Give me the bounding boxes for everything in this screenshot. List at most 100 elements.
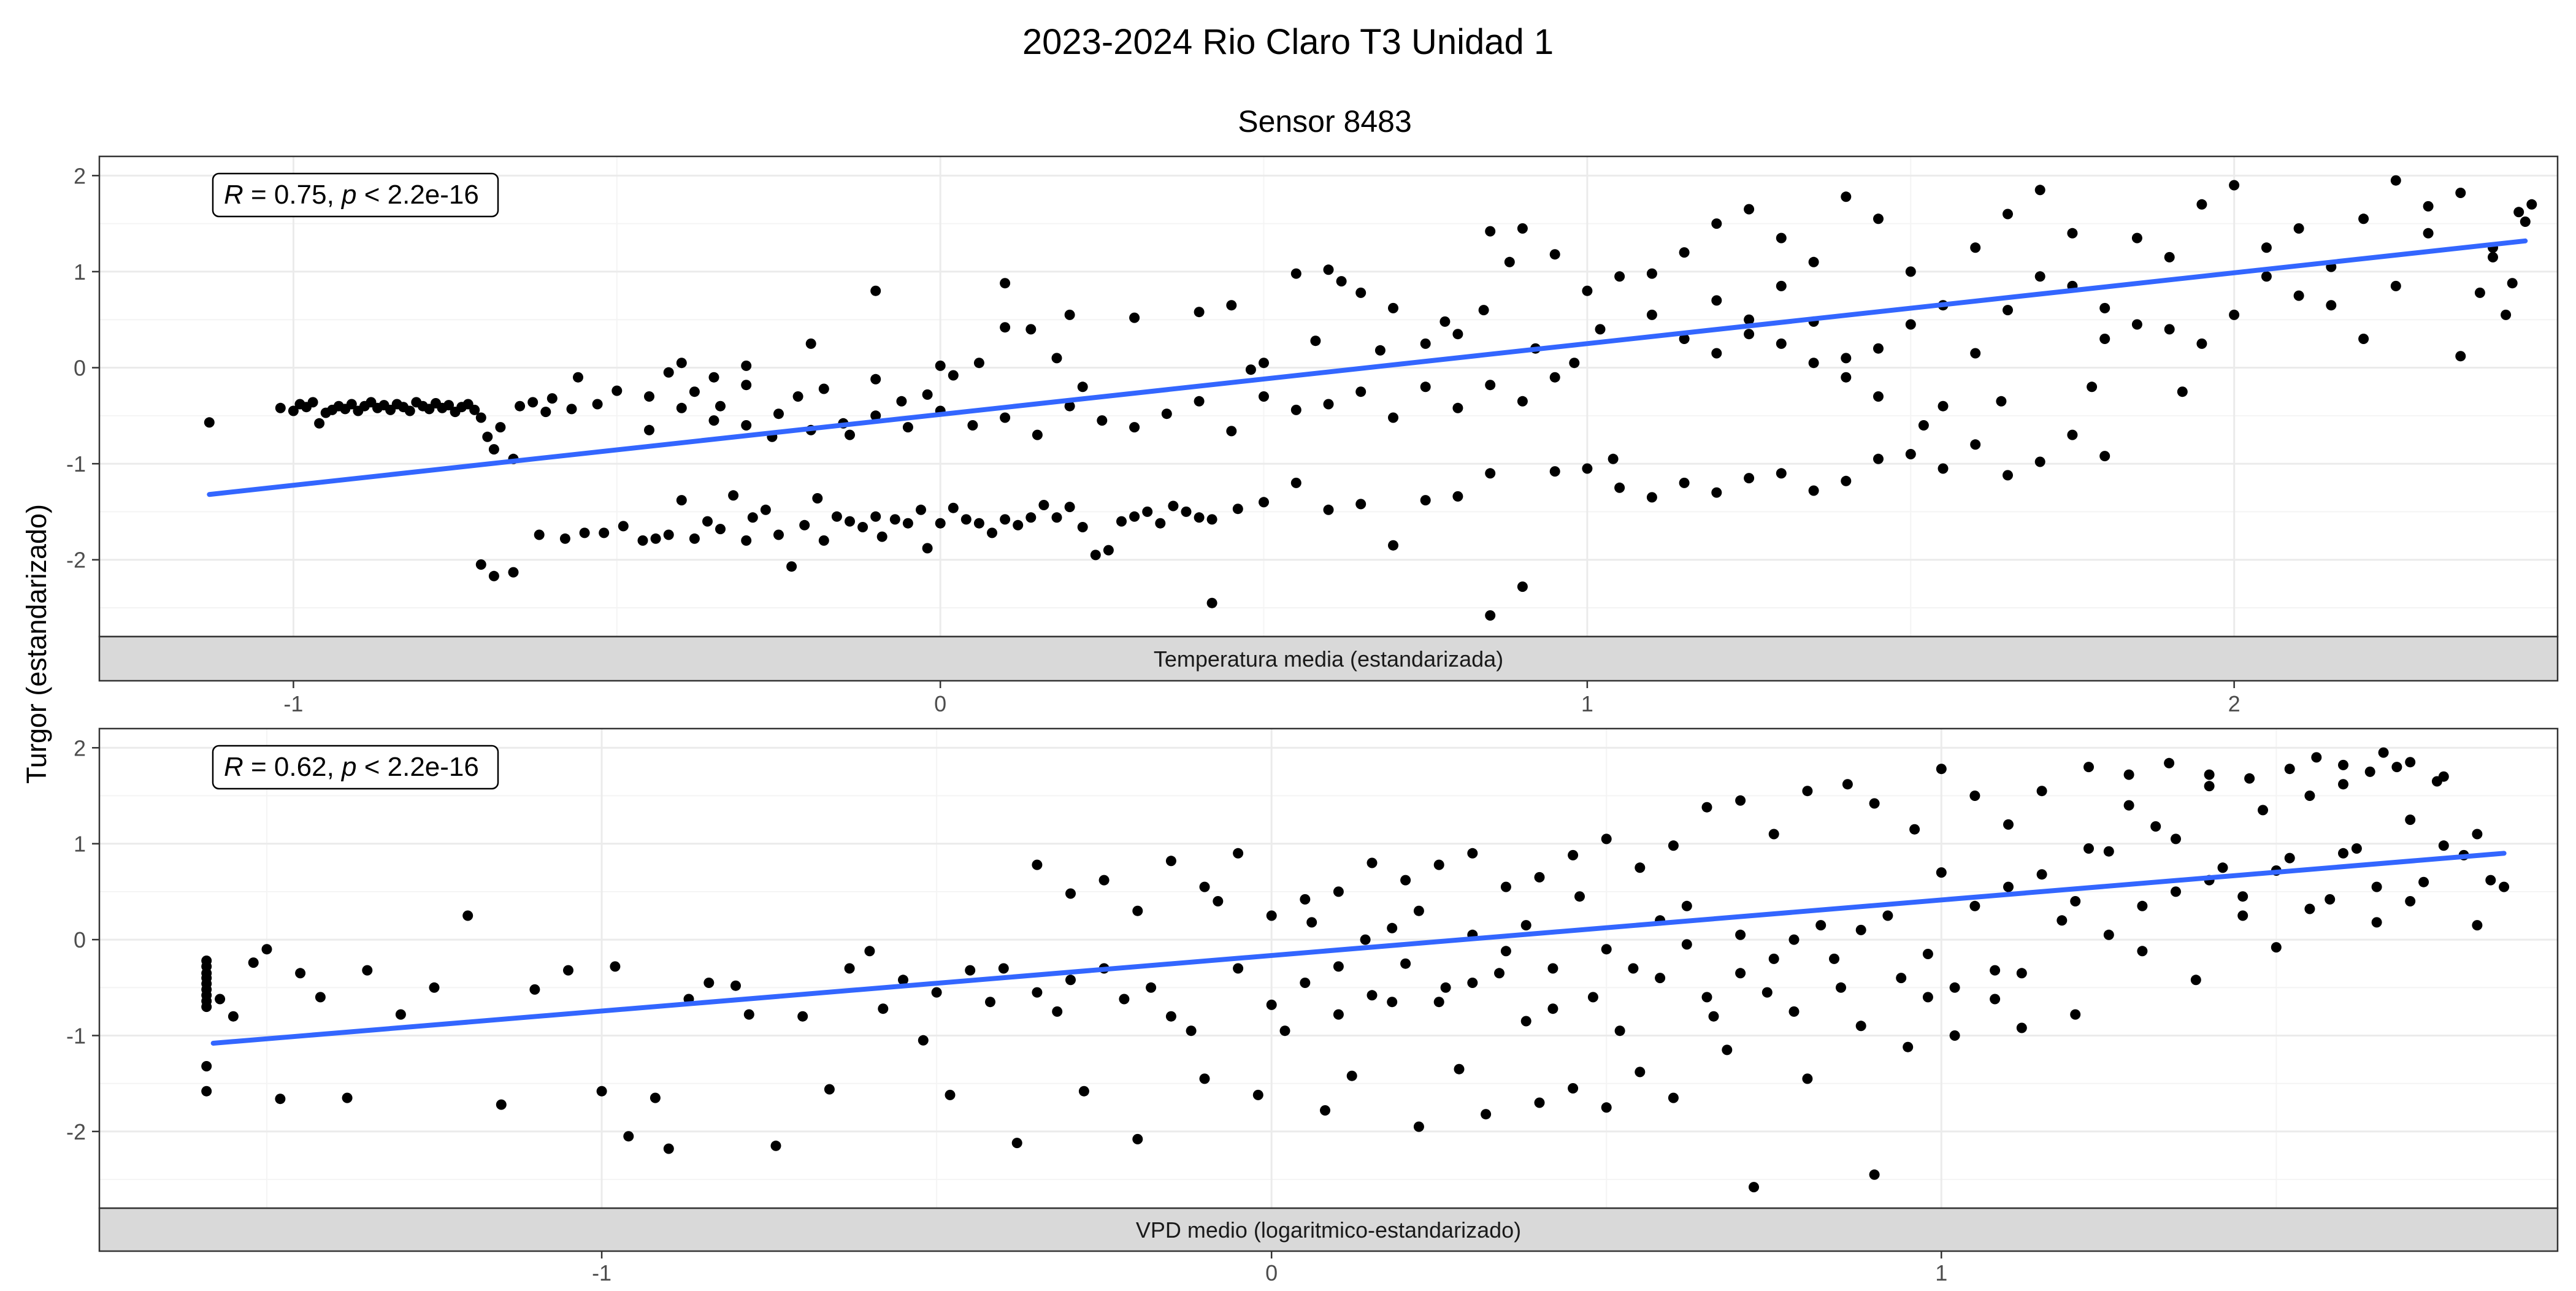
annotation-p-symbol: p bbox=[340, 752, 356, 782]
data-point bbox=[1186, 1025, 1197, 1036]
data-point bbox=[650, 1092, 661, 1103]
data-point bbox=[475, 412, 486, 423]
data-point bbox=[1711, 487, 1722, 498]
data-point bbox=[663, 529, 674, 540]
data-point bbox=[404, 405, 415, 416]
data-point bbox=[1701, 992, 1712, 1003]
x-tick-label: 1 bbox=[1581, 691, 1593, 716]
data-point bbox=[2204, 781, 2215, 792]
data-point bbox=[1500, 881, 1511, 892]
data-point bbox=[1194, 396, 1205, 407]
data-point bbox=[288, 405, 299, 416]
data-point bbox=[1614, 482, 1625, 493]
data-point bbox=[2499, 881, 2510, 892]
data-point bbox=[529, 984, 540, 995]
data-point bbox=[2229, 180, 2240, 191]
strip-box bbox=[98, 1207, 2559, 1252]
data-point bbox=[1206, 597, 1217, 608]
data-point bbox=[1032, 859, 1043, 870]
x-tick-label: 0 bbox=[1265, 1260, 1278, 1285]
data-point bbox=[967, 420, 978, 431]
data-point bbox=[1259, 497, 1269, 508]
data-point bbox=[1000, 278, 1011, 289]
data-point bbox=[985, 997, 995, 1008]
y-tick-label: -1 bbox=[66, 1023, 86, 1048]
data-point bbox=[1232, 504, 1243, 515]
data-point bbox=[889, 514, 900, 525]
data-point bbox=[773, 529, 784, 540]
data-point bbox=[864, 946, 875, 957]
y-tick-label: 0 bbox=[74, 927, 86, 952]
data-point bbox=[2423, 201, 2434, 212]
data-point bbox=[2083, 843, 2094, 854]
y-tick-label: 2 bbox=[74, 163, 86, 188]
data-point bbox=[676, 358, 687, 369]
chart-title: 2023-2024 Rio Claro T3 Unidad 1 bbox=[1022, 22, 1554, 62]
data-point bbox=[1869, 1169, 1880, 1180]
data-point bbox=[931, 987, 942, 998]
data-point bbox=[2123, 769, 2134, 780]
data-point bbox=[1194, 307, 1205, 318]
data-point bbox=[1655, 973, 1666, 984]
data-point bbox=[2237, 910, 2248, 921]
data-point bbox=[1587, 992, 1598, 1003]
data-point bbox=[663, 367, 674, 378]
data-point bbox=[1355, 499, 1367, 510]
data-point bbox=[1708, 1011, 1719, 1022]
data-point bbox=[1064, 502, 1075, 513]
data-point bbox=[1841, 475, 1852, 486]
data-point bbox=[2164, 757, 2175, 768]
data-point bbox=[2507, 278, 2518, 289]
data-point bbox=[1142, 506, 1153, 517]
data-point bbox=[2237, 891, 2248, 902]
data-point bbox=[1452, 402, 1463, 413]
data-point bbox=[2304, 903, 2315, 914]
data-point bbox=[228, 1011, 239, 1022]
data-point bbox=[1433, 859, 1444, 870]
data-point bbox=[773, 408, 784, 419]
data-point bbox=[1936, 867, 1947, 878]
data-point bbox=[1841, 191, 1852, 202]
data-point bbox=[2311, 752, 2322, 763]
data-point bbox=[1051, 353, 1062, 364]
data-point bbox=[2036, 869, 2047, 880]
data-point bbox=[1549, 249, 1560, 260]
data-point bbox=[1970, 348, 1981, 359]
data-point bbox=[1360, 934, 1371, 945]
data-point bbox=[2003, 209, 2013, 220]
data-point bbox=[1768, 953, 1779, 964]
data-point bbox=[1467, 978, 1478, 988]
data-point bbox=[650, 533, 661, 544]
data-point bbox=[1520, 920, 1531, 931]
data-point bbox=[1374, 345, 1386, 356]
data-point bbox=[998, 963, 1009, 974]
data-point bbox=[2261, 242, 2272, 253]
data-point bbox=[201, 1061, 212, 1071]
data-point bbox=[741, 420, 752, 431]
data-point bbox=[1504, 256, 1515, 267]
data-point bbox=[876, 531, 887, 542]
data-point bbox=[2351, 843, 2362, 854]
data-point bbox=[475, 559, 486, 570]
regression-line bbox=[207, 238, 2528, 497]
data-point bbox=[2083, 762, 2094, 773]
data-point bbox=[2304, 791, 2315, 801]
data-point bbox=[592, 399, 603, 410]
data-point bbox=[573, 372, 583, 383]
data-point bbox=[1735, 968, 1746, 979]
data-point bbox=[1132, 1133, 1143, 1144]
data-point bbox=[644, 424, 654, 435]
data-point bbox=[1744, 473, 1755, 484]
data-point bbox=[1400, 958, 1411, 969]
data-point bbox=[248, 957, 259, 968]
data-point bbox=[1320, 1105, 1330, 1116]
data-point bbox=[610, 961, 621, 972]
data-point bbox=[945, 1089, 956, 1100]
data-point bbox=[708, 415, 719, 426]
data-point bbox=[1452, 329, 1463, 340]
data-point bbox=[488, 570, 499, 581]
data-point bbox=[637, 535, 648, 546]
data-point bbox=[792, 391, 803, 402]
data-point bbox=[2405, 814, 2416, 826]
data-point bbox=[618, 521, 629, 532]
